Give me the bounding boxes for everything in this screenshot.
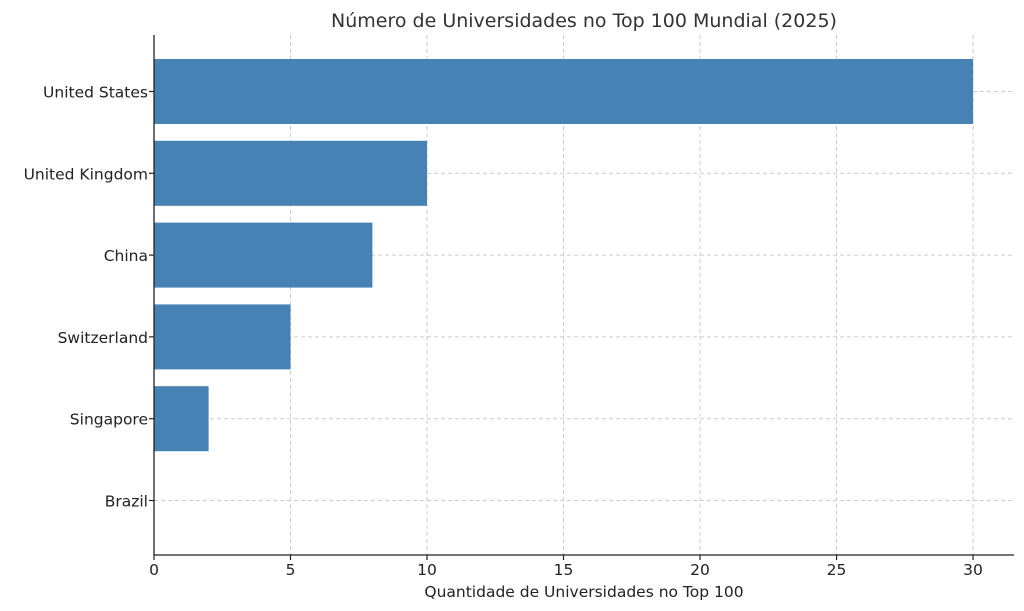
y-tick-label: Brazil (105, 493, 148, 511)
y-tick-label: Switzerland (58, 329, 148, 347)
x-tick-label: 10 (417, 561, 437, 579)
x-tick-label: 25 (827, 561, 847, 579)
y-tick-label: Singapore (70, 411, 148, 429)
y-tick-label: China (104, 247, 148, 265)
y-ticks: United States United Kingdom China Switzerl… (24, 84, 154, 511)
bar (154, 140, 428, 206)
bar (154, 59, 974, 124)
x-ticks: 0 5 10 15 20 25 30 (149, 555, 983, 579)
x-tick-label: 5 (286, 561, 296, 579)
bar (154, 386, 209, 452)
x-tick-label: 0 (149, 561, 159, 579)
y-tick-label: United States (43, 84, 148, 102)
y-tick-label: United Kingdom (24, 165, 148, 183)
chart-title: Número de Universidades no Top 100 Mundi… (331, 10, 837, 32)
bar (154, 222, 373, 288)
x-axis-label: Quantidade de Universidades no Top 100 (424, 583, 743, 601)
bar (154, 304, 291, 370)
axes (153, 35, 1014, 556)
x-tick-label: 15 (554, 561, 574, 579)
bars (154, 59, 974, 452)
x-tick-label: 20 (690, 561, 710, 579)
x-tick-label: 30 (963, 561, 983, 579)
